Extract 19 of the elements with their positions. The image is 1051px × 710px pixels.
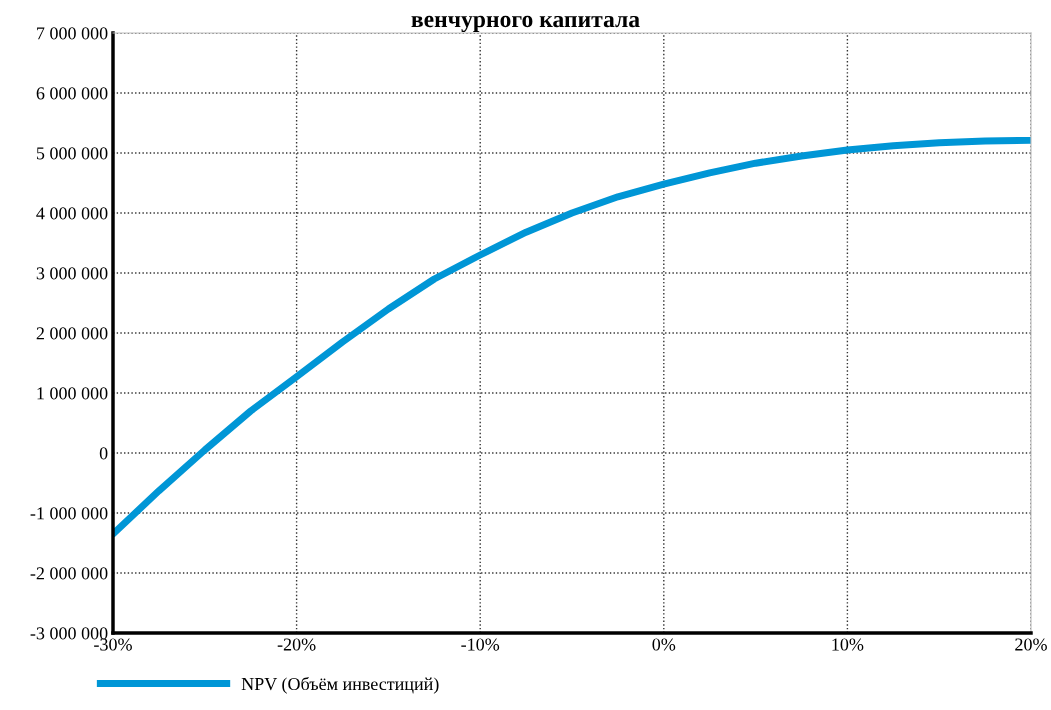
y-tick-label: 3 000 000 <box>36 267 108 280</box>
x-tick-label: -10% <box>461 638 500 651</box>
y-tick-label: 4 000 000 <box>36 207 108 220</box>
y-tick-label: 2 000 000 <box>36 327 108 340</box>
y-tick-label: 1 000 000 <box>37 387 108 400</box>
x-tick-label: 10% <box>832 638 864 651</box>
x-tick-label: -20% <box>277 638 316 651</box>
y-tick-label: -1 000 000 <box>30 507 108 520</box>
y-tick-label: 6 000 000 <box>36 87 108 100</box>
x-tick-label: 0% <box>652 638 676 651</box>
chart-title: венчурного капитала <box>411 15 640 33</box>
y-tick-label: -2 000 000 <box>30 567 108 580</box>
y-tick-label: 5 000 000 <box>36 147 108 160</box>
x-tick-label: 20% <box>1015 638 1047 651</box>
text: NPV (Объём инвестиций) <box>241 676 439 694</box>
y-tick-label: -3 000 000 <box>30 627 108 640</box>
y-tick-label: 7 000 000 <box>37 27 108 40</box>
x-tick-label: -30% <box>94 638 132 651</box>
y-tick-label: 0 <box>99 447 108 460</box>
